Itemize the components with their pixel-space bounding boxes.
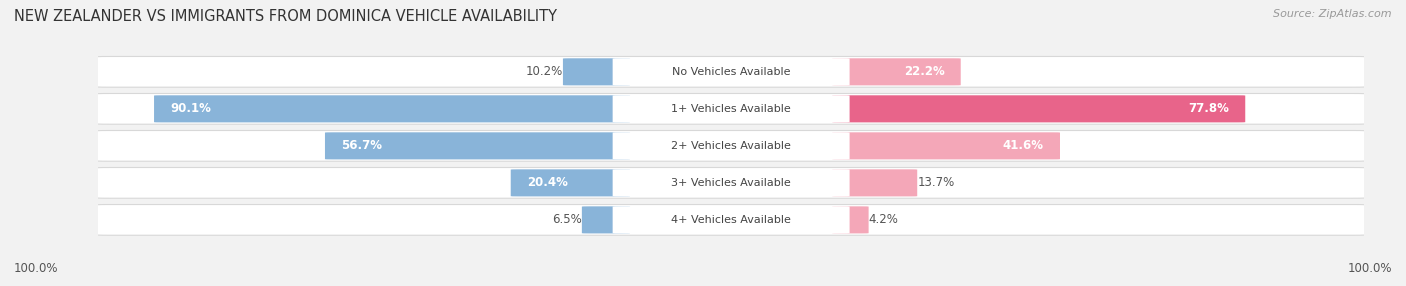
Text: 3+ Vehicles Available: 3+ Vehicles Available xyxy=(671,178,792,188)
Text: 100.0%: 100.0% xyxy=(1347,262,1392,275)
Text: 4.2%: 4.2% xyxy=(869,213,898,227)
FancyBboxPatch shape xyxy=(613,206,849,233)
FancyBboxPatch shape xyxy=(93,56,1369,87)
Text: 22.2%: 22.2% xyxy=(904,65,945,78)
Text: 41.6%: 41.6% xyxy=(1002,139,1043,152)
Text: 4+ Vehicles Available: 4+ Vehicles Available xyxy=(671,215,792,225)
FancyBboxPatch shape xyxy=(93,130,1369,161)
FancyBboxPatch shape xyxy=(613,169,849,196)
FancyBboxPatch shape xyxy=(613,95,849,122)
Text: 90.1%: 90.1% xyxy=(170,102,211,115)
Text: 1+ Vehicles Available: 1+ Vehicles Available xyxy=(671,104,792,114)
Text: Source: ZipAtlas.com: Source: ZipAtlas.com xyxy=(1274,9,1392,19)
FancyBboxPatch shape xyxy=(832,58,960,86)
FancyBboxPatch shape xyxy=(613,58,849,86)
FancyBboxPatch shape xyxy=(582,206,630,233)
FancyBboxPatch shape xyxy=(562,58,630,86)
FancyBboxPatch shape xyxy=(832,169,917,196)
FancyBboxPatch shape xyxy=(325,132,630,159)
FancyBboxPatch shape xyxy=(93,94,1369,124)
Text: 100.0%: 100.0% xyxy=(14,262,59,275)
FancyBboxPatch shape xyxy=(93,168,1369,198)
Legend: New Zealander, Immigrants from Dominica: New Zealander, Immigrants from Dominica xyxy=(564,281,898,286)
Text: 77.8%: 77.8% xyxy=(1188,102,1229,115)
Text: No Vehicles Available: No Vehicles Available xyxy=(672,67,790,77)
FancyBboxPatch shape xyxy=(93,204,1369,235)
Text: 6.5%: 6.5% xyxy=(553,213,582,227)
Text: 13.7%: 13.7% xyxy=(917,176,955,189)
Text: 20.4%: 20.4% xyxy=(527,176,568,189)
FancyBboxPatch shape xyxy=(510,169,630,196)
Text: 56.7%: 56.7% xyxy=(342,139,382,152)
FancyBboxPatch shape xyxy=(832,206,869,233)
Text: 2+ Vehicles Available: 2+ Vehicles Available xyxy=(671,141,792,151)
Text: NEW ZEALANDER VS IMMIGRANTS FROM DOMINICA VEHICLE AVAILABILITY: NEW ZEALANDER VS IMMIGRANTS FROM DOMINIC… xyxy=(14,9,557,23)
FancyBboxPatch shape xyxy=(832,95,1246,122)
FancyBboxPatch shape xyxy=(832,132,1060,159)
Text: 10.2%: 10.2% xyxy=(526,65,562,78)
FancyBboxPatch shape xyxy=(613,132,849,160)
FancyBboxPatch shape xyxy=(155,95,630,122)
